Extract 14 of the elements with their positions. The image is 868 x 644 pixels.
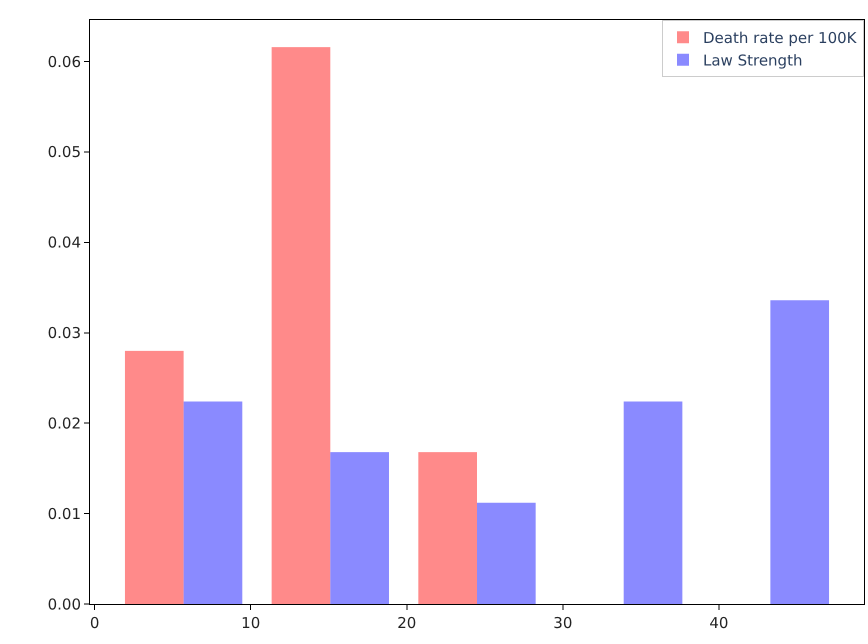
x-tick-label: 20: [397, 614, 416, 632]
x-tick-label: 40: [709, 614, 728, 632]
y-tick-label: 0.01: [48, 504, 81, 523]
legend-label: Death rate per 100K: [703, 29, 858, 48]
y-tick-label: 0.02: [48, 414, 81, 432]
x-tick-label: 30: [553, 614, 572, 632]
y-tick-label: 0.05: [48, 143, 81, 162]
y-tick-label: 0.00: [48, 595, 81, 614]
y-tick-label: 0.04: [48, 234, 81, 252]
y-tick-label: 0.03: [48, 324, 81, 342]
x-tick-label: 0: [90, 614, 100, 632]
x-tick-label: 10: [241, 614, 260, 632]
y-tick-label: 0.06: [48, 52, 81, 71]
legend-label: Law Strength: [703, 52, 802, 70]
